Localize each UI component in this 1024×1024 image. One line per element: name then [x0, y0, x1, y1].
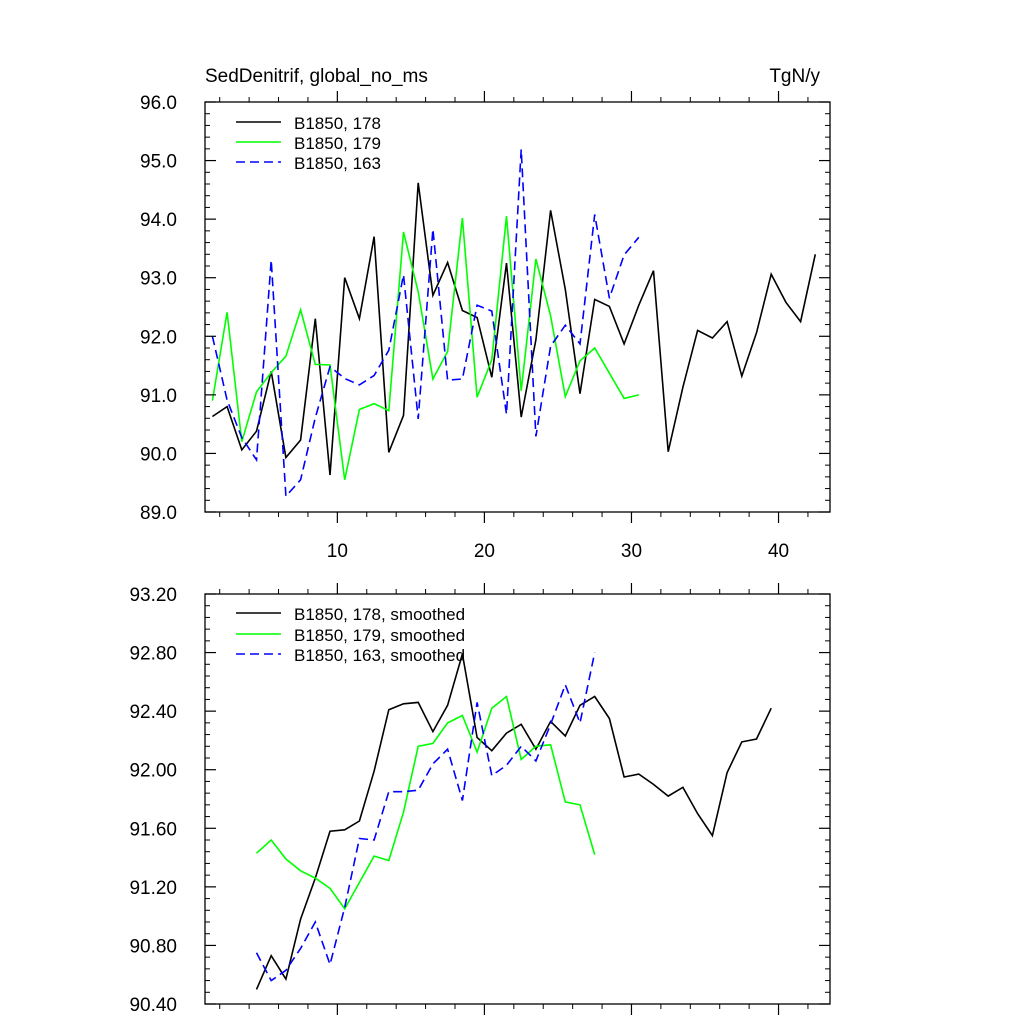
- legend-label: B1850, 178: [294, 114, 381, 133]
- y-tick-label: 94.0: [140, 210, 177, 231]
- y-tick-label: 92.00: [129, 761, 177, 782]
- series-line: [211, 182, 817, 476]
- series-line: [255, 653, 772, 990]
- y-tick-label: 91.0: [140, 386, 177, 407]
- x-tick-label: 10: [327, 541, 348, 562]
- plot-frame: [204, 593, 831, 1005]
- y-tick-label: 90.0: [140, 444, 177, 465]
- y-tick-label: 90.80: [129, 936, 177, 957]
- axes-layer: 90.40 90.80 91.20 91.60 92.00 92.40 92.80 93.20: [129, 583, 831, 1016]
- legend-label: B1850, 178, smoothed: [294, 605, 465, 624]
- y-tick-label: 90.40: [129, 995, 177, 1016]
- y-tick-label: 92.80: [129, 644, 177, 665]
- series-layer: [255, 652, 772, 990]
- bottom-panel: 90.40 90.80 91.20 91.60 92.00 92.40 92.80 93.20…: [129, 583, 831, 1016]
- series-line: [211, 216, 639, 480]
- y-tick-label: 95.0: [140, 152, 177, 173]
- legend-label: B1850, 179: [294, 134, 381, 153]
- series-line: [255, 695, 596, 911]
- legend-label: B1850, 163, smoothed: [294, 646, 465, 665]
- chart-title: SedDenitrif, global_no_ms: [205, 66, 428, 87]
- legend: B1850, 178 B1850, 179 B1850, 163: [236, 114, 381, 173]
- y-tick-label: 92.40: [129, 702, 177, 723]
- series-line: [255, 652, 596, 982]
- y-tick-label: 91.60: [129, 819, 177, 840]
- legend: B1850, 178, smoothed B1850, 179, smoothe…: [236, 605, 465, 665]
- y-tick-label: 89.0: [140, 503, 177, 524]
- legend-label: B1850, 163: [294, 154, 381, 173]
- y-tick-label: 93.0: [140, 269, 177, 290]
- series-line: [211, 149, 640, 499]
- legend-label: B1850, 179, smoothed: [294, 626, 465, 645]
- x-tick-label: 20: [474, 541, 495, 562]
- y-tick-label: 92.0: [140, 327, 177, 348]
- y-tick-label: 96.0: [140, 93, 177, 114]
- y-tick-label: 93.20: [129, 585, 177, 606]
- axes-layer: 89.0 90.0 91.0 92.0 93.0 94.0 95.0 96.0 10 20 30 40: [140, 91, 831, 562]
- y-tick-label: 91.20: [129, 878, 177, 899]
- top-panel: SedDenitrif, global_no_ms TgN/y 89.0 90.0…: [140, 66, 831, 562]
- plot-frame: [204, 101, 831, 513]
- x-tick-label: 30: [621, 541, 642, 562]
- chart-units: TgN/y: [769, 66, 820, 87]
- x-tick-label: 40: [768, 541, 789, 562]
- series-layer: [211, 149, 817, 499]
